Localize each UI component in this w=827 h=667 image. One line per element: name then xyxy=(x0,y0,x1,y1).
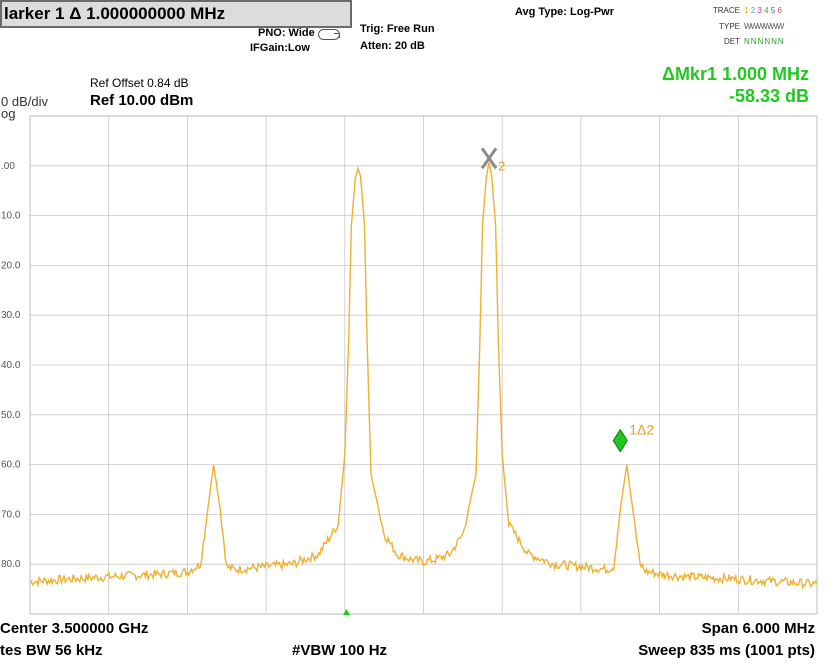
sweep-time[interactable]: Sweep 835 ms (1001 pts) xyxy=(638,642,815,659)
ref-level: Ref 10.00 dBm xyxy=(90,92,194,109)
span[interactable]: Span 6.000 MHz xyxy=(701,620,815,637)
pno-label: PNO: Wide xyxy=(258,27,315,39)
y-tick-label: 70.0 xyxy=(1,509,21,520)
delta-marker-readout: ΔMkr1 1.000 MHz xyxy=(662,64,809,84)
marker-title[interactable]: larker 1 Δ 1.000000000 MHz xyxy=(0,0,352,28)
type-label: TYPE xyxy=(719,22,740,31)
atten-label: Atten: 20 dB xyxy=(360,40,425,52)
trace-number[interactable]: 5 xyxy=(770,6,776,15)
y-tick-label: .00 xyxy=(1,161,15,172)
det-value: NNNNNN xyxy=(744,37,785,46)
trace-number[interactable]: 6 xyxy=(777,6,782,15)
det-row: DET NNNNNN xyxy=(706,37,785,46)
marker-1-delta[interactable]: 1Δ2 xyxy=(612,422,654,453)
y-tick-label: 50.0 xyxy=(1,410,21,421)
trace-number[interactable]: 4 xyxy=(764,6,769,15)
log-label: og xyxy=(1,106,16,121)
video-bandwidth[interactable]: #VBW 100 Hz xyxy=(292,642,388,659)
y-tick-label: 80.0 xyxy=(1,559,21,570)
y-axis-labels: .00 10.0 20.0 30.0 40.0 50.0 60.0 70.0 80.0 xyxy=(1,161,21,570)
marker-2[interactable]: 2 xyxy=(480,147,505,173)
y-tick-label: 40.0 xyxy=(1,360,21,371)
marker-diamond-icon xyxy=(612,428,628,453)
det-label: DET xyxy=(724,37,740,46)
resolution-bandwidth[interactable]: tes BW 56 kHz xyxy=(0,642,103,659)
center-frequency[interactable]: Center 3.500000 GHz xyxy=(0,620,149,637)
trace-number[interactable]: 3 xyxy=(757,6,762,15)
y-tick-label: 10.0 xyxy=(1,211,21,222)
trig-label: Trig: Free Run xyxy=(360,23,435,35)
y-tick-label: 20.0 xyxy=(1,260,21,271)
pno-toggle-icon[interactable] xyxy=(318,29,340,40)
trace-panel: TRACE 1 2 3 4 5 6 TYPE WWWWWW DET NNNNNN xyxy=(706,4,824,50)
marker-2-label: 2 xyxy=(498,158,505,173)
y-tick-label: 30.0 xyxy=(1,310,21,321)
type-row: TYPE WWWWWW xyxy=(706,22,784,31)
trace-number[interactable]: 1 xyxy=(744,6,749,15)
trace-row: TRACE 1 2 3 4 5 6 xyxy=(706,6,782,15)
delta-marker-value: -58.33 dB xyxy=(728,86,809,106)
trace-label: TRACE xyxy=(712,6,740,15)
avg-type-label: Avg Type: Log-Pwr xyxy=(515,6,614,18)
marker-1-label: 1Δ2 xyxy=(629,422,654,438)
y-tick-label: 60.0 xyxy=(1,460,21,471)
graticule xyxy=(29,115,818,615)
ifgain-label: IFGain:Low xyxy=(250,42,310,54)
scale-div: 0 dB/div xyxy=(1,94,48,109)
trace-number[interactable]: 2 xyxy=(750,6,756,15)
marker-x-stroke xyxy=(480,147,498,170)
spectrum-trace xyxy=(29,162,818,591)
ref-offset: Ref Offset 0.84 dB xyxy=(90,76,189,90)
center-tick-icon xyxy=(343,609,350,615)
type-value: WWWWWW xyxy=(744,22,784,31)
